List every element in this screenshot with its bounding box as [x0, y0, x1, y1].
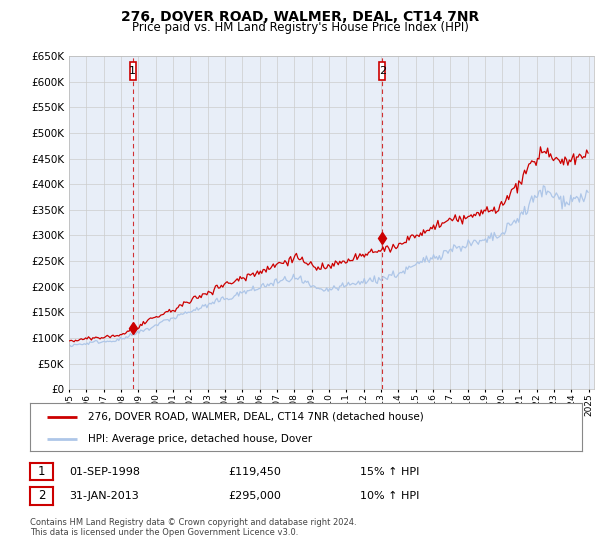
Text: 276, DOVER ROAD, WALMER, DEAL, CT14 7NR (detached house): 276, DOVER ROAD, WALMER, DEAL, CT14 7NR … [88, 412, 424, 422]
Text: Price paid vs. HM Land Registry's House Price Index (HPI): Price paid vs. HM Land Registry's House … [131, 21, 469, 34]
Text: Contains HM Land Registry data © Crown copyright and database right 2024.
This d: Contains HM Land Registry data © Crown c… [30, 518, 356, 538]
Text: HPI: Average price, detached house, Dover: HPI: Average price, detached house, Dove… [88, 434, 312, 444]
FancyBboxPatch shape [379, 62, 385, 80]
Text: 276, DOVER ROAD, WALMER, DEAL, CT14 7NR: 276, DOVER ROAD, WALMER, DEAL, CT14 7NR [121, 10, 479, 24]
Text: 10% ↑ HPI: 10% ↑ HPI [360, 491, 419, 501]
Text: 1: 1 [38, 465, 45, 478]
Text: 01-SEP-1998: 01-SEP-1998 [69, 466, 140, 477]
Text: 15% ↑ HPI: 15% ↑ HPI [360, 466, 419, 477]
Text: 1: 1 [129, 67, 136, 76]
Text: 2: 2 [38, 489, 45, 502]
FancyBboxPatch shape [130, 62, 136, 80]
Text: £295,000: £295,000 [228, 491, 281, 501]
Text: 31-JAN-2013: 31-JAN-2013 [69, 491, 139, 501]
Text: £119,450: £119,450 [228, 466, 281, 477]
Text: 2: 2 [379, 67, 386, 76]
